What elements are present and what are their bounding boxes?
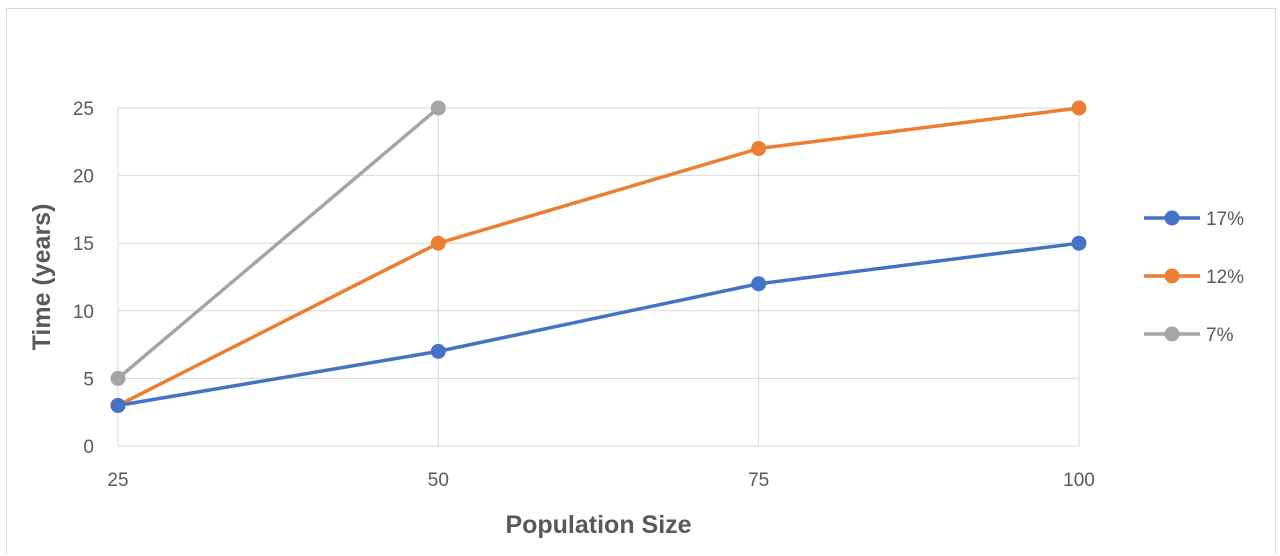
- legend-marker: [1164, 210, 1180, 226]
- legend-item: 7%: [1144, 325, 1234, 346]
- y-tick-label: 10: [73, 302, 94, 323]
- data-point: [110, 370, 126, 386]
- data-point: [751, 141, 767, 157]
- x-tick-label: 75: [748, 470, 769, 491]
- series-0: [110, 235, 1087, 413]
- data-point: [1071, 235, 1087, 251]
- y-tick-label: 25: [73, 99, 94, 120]
- x-tick-label: 100: [1063, 470, 1095, 491]
- legend-item: 12%: [1144, 267, 1244, 288]
- data-point: [110, 397, 126, 413]
- series-lines: [110, 100, 1087, 413]
- data-point: [430, 343, 446, 359]
- legend-label: 12%: [1206, 267, 1244, 288]
- legend-label: 7%: [1206, 325, 1234, 346]
- y-axis-title: Time (years): [28, 204, 56, 351]
- legend-marker: [1164, 326, 1180, 342]
- legend: 17% 12% 7%: [1144, 209, 1244, 346]
- y-tick-label: 0: [83, 437, 94, 458]
- grid-lines: [117, 107, 1080, 447]
- y-tick-label: 20: [73, 167, 94, 188]
- legend-marker: [1164, 268, 1180, 284]
- series-1: [110, 100, 1087, 413]
- data-point: [1071, 100, 1087, 116]
- legend-label: 17%: [1206, 209, 1244, 230]
- x-axis-title: Population Size: [505, 511, 691, 539]
- data-point: [430, 100, 446, 116]
- y-tick-label: 5: [83, 369, 94, 390]
- series-line: [116, 241, 1081, 408]
- x-tick-label: 50: [428, 470, 449, 491]
- series-line: [116, 106, 1081, 408]
- legend-item: 17%: [1144, 209, 1244, 230]
- chart-frame: [6, 8, 1276, 554]
- series-2: [110, 100, 446, 386]
- data-point: [751, 276, 767, 292]
- y-tick-label: 15: [73, 234, 94, 255]
- tick-labels: 0 5 10 15 20 25 25 50 75 100: [73, 99, 1095, 491]
- x-tick-label: 25: [107, 470, 128, 491]
- series-line: [116, 106, 441, 381]
- data-point: [430, 235, 446, 251]
